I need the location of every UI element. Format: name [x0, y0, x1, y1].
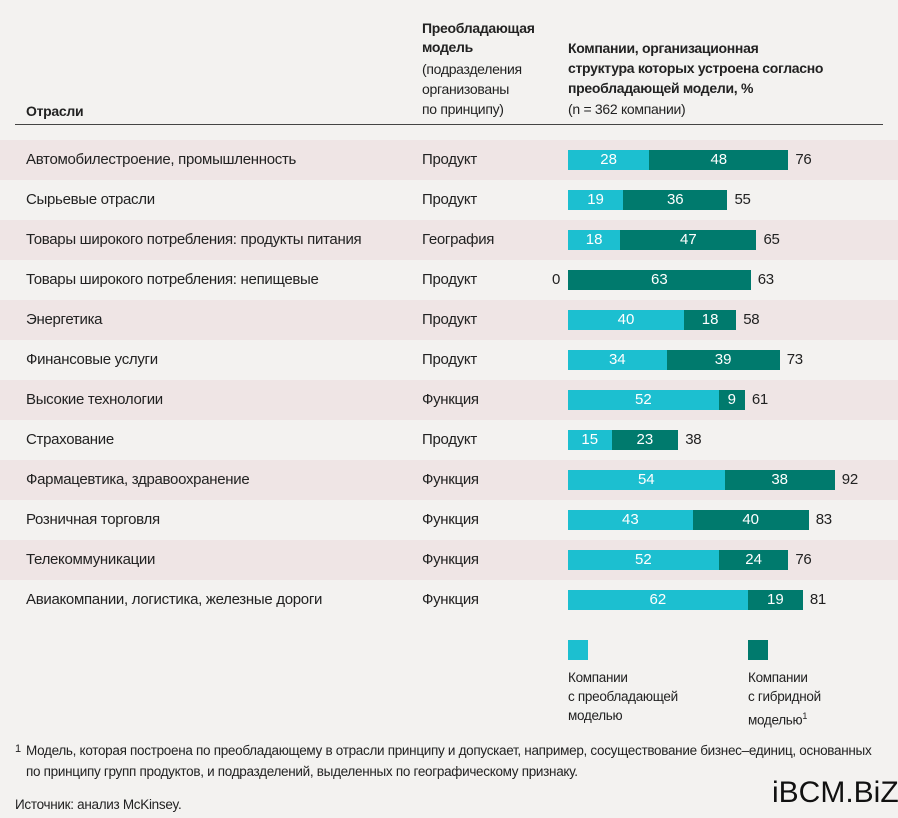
total-label: 61: [751, 391, 768, 408]
bar-dominant: 54: [568, 470, 725, 490]
model: Функция: [422, 511, 479, 528]
bar-dominant: 19: [568, 190, 624, 210]
bar-dominant: 62: [568, 590, 748, 610]
legend-label: моделью1: [748, 711, 808, 728]
logo: iBCM.BiZ: [772, 776, 898, 809]
bar-hybrid: 23: [611, 430, 679, 450]
bar-dominant: 28: [568, 150, 650, 170]
col-note: организованы: [422, 81, 510, 97]
industry: Товары широкого потребления: непищевые: [26, 271, 319, 288]
bar-hybrid: 24: [718, 550, 789, 570]
bar-dominant: 52: [568, 550, 719, 570]
legend-label: моделью: [568, 708, 623, 723]
model: Продукт: [422, 151, 477, 168]
footnote: Модель, которая построена по преобладающ…: [26, 743, 872, 758]
model: Функция: [422, 471, 479, 488]
col-header: Отрасли: [26, 103, 84, 119]
industry: Автомобилестроение, промышленность: [26, 151, 297, 168]
total-label: 92: [841, 471, 858, 488]
total-label: 76: [795, 551, 812, 568]
header-rule: [15, 124, 883, 125]
bar-hybrid: 48: [649, 150, 789, 170]
legend-label: с гибридной: [748, 689, 821, 704]
bar-dominant: 18: [568, 230, 621, 250]
bar-hybrid: 19: [747, 590, 803, 610]
model: Продукт: [422, 351, 477, 368]
col-header: модель: [422, 39, 473, 55]
bar-hybrid: 40: [692, 510, 809, 530]
model: Продукт: [422, 191, 477, 208]
col-note: по принципу): [422, 101, 504, 117]
footnote: по принципу групп продуктов, и подраздел…: [26, 764, 578, 779]
col-header: Компании, организационная: [568, 40, 759, 56]
industry: Авиакомпании, логистика, железные дороги: [26, 591, 323, 608]
bar-dominant: 40: [568, 310, 684, 330]
total-label: 81: [809, 591, 826, 608]
col-header: Преобладающая: [422, 20, 535, 36]
legend-label: с преобладающей: [568, 689, 678, 704]
industry: Сырьевые отрасли: [26, 191, 155, 208]
bar-dominant: 15: [568, 430, 612, 450]
total-label: 63: [757, 271, 774, 288]
row-shade: [0, 300, 898, 340]
model: Функция: [422, 551, 479, 568]
model: Продукт: [422, 271, 477, 288]
legend-label: Компании: [748, 670, 808, 685]
legend-label: Компании: [568, 670, 628, 685]
col-note: (n = 362 компании): [568, 101, 686, 117]
industry: Энергетика: [26, 311, 103, 328]
footnote-mark: 1: [15, 743, 21, 755]
bar-dominant: 34: [568, 350, 667, 370]
total-label: 73: [786, 351, 803, 368]
model: Продукт: [422, 311, 477, 328]
bar-hybrid: 63: [568, 270, 751, 290]
bar-hybrid: 38: [724, 470, 835, 490]
legend-swatch: [748, 640, 768, 660]
source: Источник: анализ McKinsey.: [15, 797, 182, 812]
legend-sup: 1: [802, 711, 808, 721]
col-header: структура которых устроена согласно: [568, 60, 824, 76]
industry: Розничная торговля: [26, 511, 160, 528]
industry: Высокие технологии: [26, 391, 163, 408]
total-label: 83: [815, 511, 832, 528]
industry: Телекоммуникации: [26, 551, 156, 568]
bar-hybrid: 36: [623, 190, 728, 210]
bar-hybrid: 18: [684, 310, 737, 330]
total-label: 55: [734, 191, 751, 208]
col-header: преобладающей модели, %: [568, 80, 754, 96]
legend-swatch: [568, 640, 588, 660]
industry: Финансовые услуги: [26, 351, 158, 368]
col-note: (подразделения: [422, 61, 522, 77]
row-shade: [0, 380, 898, 420]
industry: Товары широкого потребления: продукты пи…: [26, 231, 362, 248]
bar-hybrid: 9: [718, 390, 745, 410]
model: Продукт: [422, 431, 477, 448]
bar-dominant: 52: [568, 390, 719, 410]
total-label: 76: [795, 151, 812, 168]
model: Функция: [422, 391, 479, 408]
model: Функция: [422, 591, 479, 608]
industry: Страхование: [26, 431, 114, 448]
total-label: 58: [743, 311, 760, 328]
value-label: 0: [551, 271, 560, 288]
industry: Фармацевтика, здравоохранение: [26, 471, 250, 488]
total-label: 38: [685, 431, 702, 448]
bar-hybrid: 39: [666, 350, 780, 370]
model: География: [422, 231, 495, 248]
bar-dominant: 43: [568, 510, 693, 530]
total-label: 65: [763, 231, 780, 248]
bar-hybrid: 47: [620, 230, 757, 250]
